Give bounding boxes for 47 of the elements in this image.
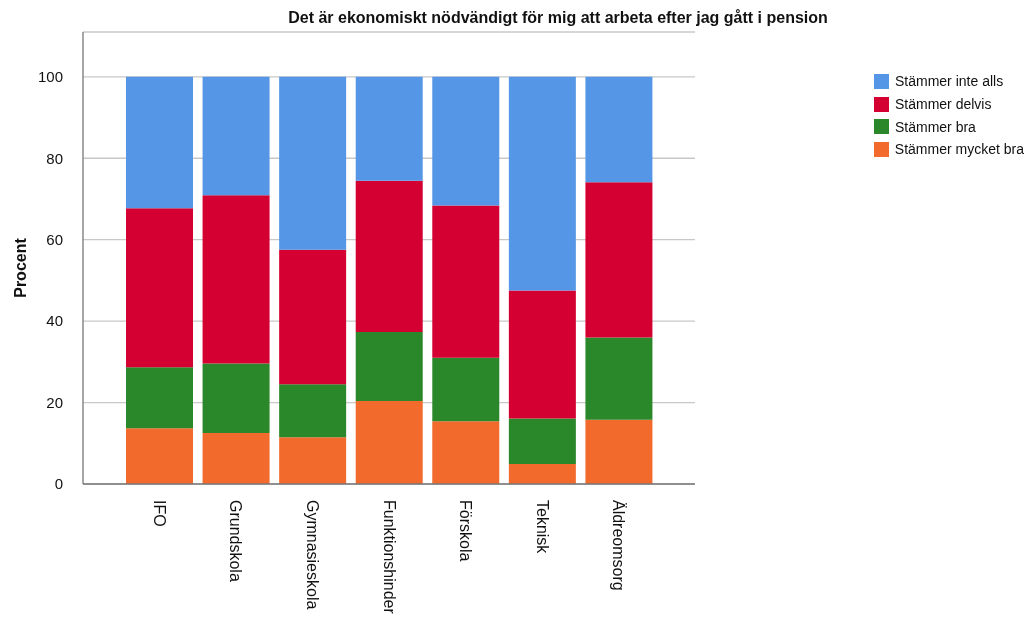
bar [432, 421, 500, 484]
legend-label: Stämmer delvis [895, 96, 992, 113]
y-tick-label: 80 [46, 149, 63, 167]
bar [585, 337, 653, 420]
legend-label: Stämmer inte alls [895, 73, 1004, 90]
bar [355, 180, 423, 333]
bar [202, 433, 270, 484]
bar [126, 428, 193, 484]
y-tick-label: 40 [46, 312, 63, 330]
legend-label: Stämmer mycket bra [894, 141, 1024, 158]
y-tick-label: 60 [46, 231, 63, 248]
y-tick-label: 100 [37, 68, 63, 86]
y-tick-label: 0 [54, 475, 63, 493]
bar [432, 357, 500, 422]
bar [202, 76, 270, 196]
bar [126, 367, 193, 429]
x-tick-label: Gymnasieskola [303, 500, 321, 610]
bar [126, 208, 193, 368]
x-tick-label: IFO [150, 500, 168, 527]
x-tick-label: Teknisk [533, 500, 551, 555]
bar [126, 76, 193, 209]
bar [585, 76, 653, 183]
y-tick-label: 20 [46, 393, 63, 411]
bar [279, 384, 347, 438]
bar [585, 182, 653, 338]
bar [585, 419, 653, 484]
y-axis-title: Procent [11, 237, 29, 298]
x-tick-label: Förskola [457, 500, 475, 562]
bar [279, 76, 347, 250]
bar [508, 76, 576, 291]
bar [202, 195, 270, 364]
legend-label: Stämmer bra [895, 118, 976, 135]
bar [508, 464, 576, 484]
bar [508, 418, 576, 465]
bar [355, 400, 423, 484]
bar [279, 437, 347, 484]
bar [202, 363, 270, 434]
bar [279, 249, 347, 385]
bar [355, 76, 423, 181]
bar [508, 290, 576, 419]
bar [432, 205, 500, 358]
x-tick-label: Äldreomsorg [610, 500, 628, 591]
x-tick-label: Grundskola [227, 500, 245, 582]
bar [355, 332, 423, 401]
chart-title: Det är ekonomiskt nödvändigt för mig att arbeta efter jag gått i pension [288, 9, 828, 27]
bar [432, 76, 500, 206]
x-tick-label: Funktionshinder [380, 500, 398, 615]
